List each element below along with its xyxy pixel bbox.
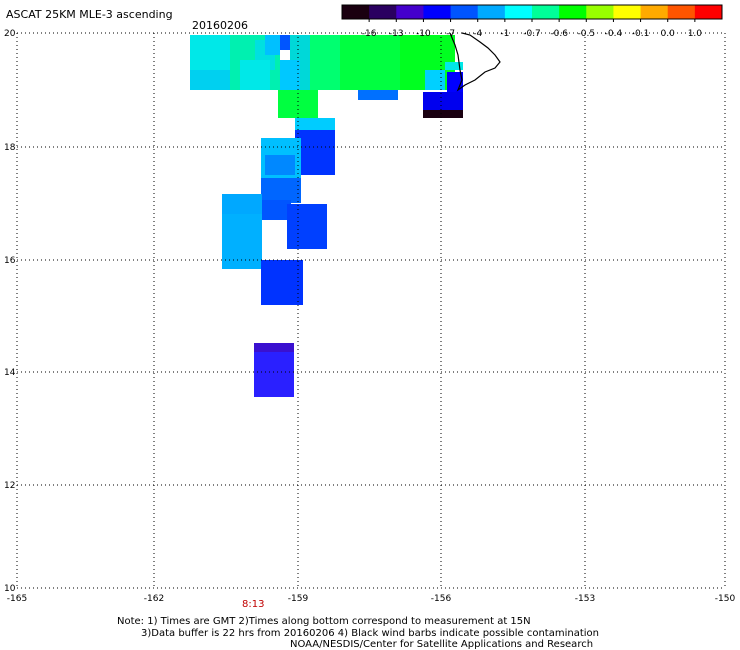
colorbar-label: -0.1 [632, 29, 650, 39]
colorbar-swatch [477, 5, 506, 19]
wind-swath-cell [287, 204, 327, 249]
colorbar-swatch [369, 5, 397, 19]
wind-swath-cell [423, 92, 463, 110]
wind-swath-cell [254, 352, 294, 397]
colorbar-swatch [423, 5, 452, 19]
wind-swath-cell [445, 62, 463, 70]
colorbar-swatch [694, 5, 723, 19]
wind-swath-cell [222, 214, 262, 269]
note-line-2: 3)Data buffer is 22 hrs from 20160206 4)… [141, 628, 599, 639]
note-line-3: NOAA/NESDIS/Center for Satellite Applica… [290, 639, 594, 650]
colorbar-label: -0.7 [523, 29, 541, 39]
wind-swath-cell [425, 70, 445, 90]
x-tick-label: -156 [431, 594, 452, 604]
wind-swath-cell [254, 343, 294, 352]
y-tick-label: 18 [4, 143, 16, 153]
y-tick-label: 12 [4, 481, 15, 491]
colorbar-label: -7 [446, 29, 455, 39]
map-date: 20160206 [192, 19, 248, 32]
wind-swath-cell [190, 70, 230, 90]
map-title: ASCAT 25KM MLE-3 ascending [6, 8, 173, 21]
colorbar-swatch [613, 5, 642, 19]
wind-swath-cell [295, 118, 335, 130]
x-tick-label: -162 [144, 594, 164, 604]
wind-swath-cell [280, 60, 300, 90]
x-tick-label: -159 [288, 594, 309, 604]
colorbar-label: -1 [500, 29, 509, 39]
pass-time-label: 8:13 [242, 599, 265, 610]
colorbar-swatch [532, 5, 560, 19]
y-tick-label: 14 [4, 368, 16, 378]
colorbar-swatch [396, 5, 424, 19]
wind-swath-cell [423, 110, 463, 118]
colorbar-label: 0.0 [661, 29, 676, 39]
y-tick-label: 20 [4, 29, 16, 39]
colorbar-swatch [559, 5, 587, 19]
colorbar-label: -4 [473, 29, 482, 39]
colorbar-label: -10 [416, 29, 431, 39]
wind-swath-cell [265, 155, 295, 175]
wind-swath-cell [261, 200, 291, 220]
colorbar-label: -16 [362, 29, 377, 39]
y-tick-label: 16 [4, 256, 16, 266]
x-tick-label: -153 [575, 594, 595, 604]
x-tick-label: -150 [715, 594, 736, 604]
wind-swath-cell [240, 60, 270, 90]
colorbar-swatch [504, 5, 533, 19]
wind-swath-cell [261, 178, 301, 203]
wind-swath-cell [358, 90, 398, 100]
colorbar-label: -13 [389, 29, 404, 39]
colorbar-label: -0.5 [578, 29, 596, 39]
wind-swath-cell [295, 130, 335, 175]
x-tick-label: -165 [7, 594, 27, 604]
colorbar-swatch [342, 5, 370, 19]
wind-swath-cell [261, 260, 303, 305]
wind-swath-cell [222, 194, 262, 214]
y-tick-label: 10 [4, 584, 16, 594]
coastline [449, 32, 501, 92]
wind-swath-cell [265, 35, 280, 55]
colorbar-label: -0.4 [605, 29, 623, 39]
note-line-1: Note: 1) Times are GMT 2)Times along bot… [117, 616, 531, 627]
colorbar-label: -0.6 [550, 29, 568, 39]
colorbar-swatch [640, 5, 669, 19]
colorbar-swatch [667, 5, 696, 19]
colorbar-label: 1.0 [688, 29, 703, 39]
colorbar-swatch [586, 5, 614, 19]
colorbar-swatch [450, 5, 479, 19]
